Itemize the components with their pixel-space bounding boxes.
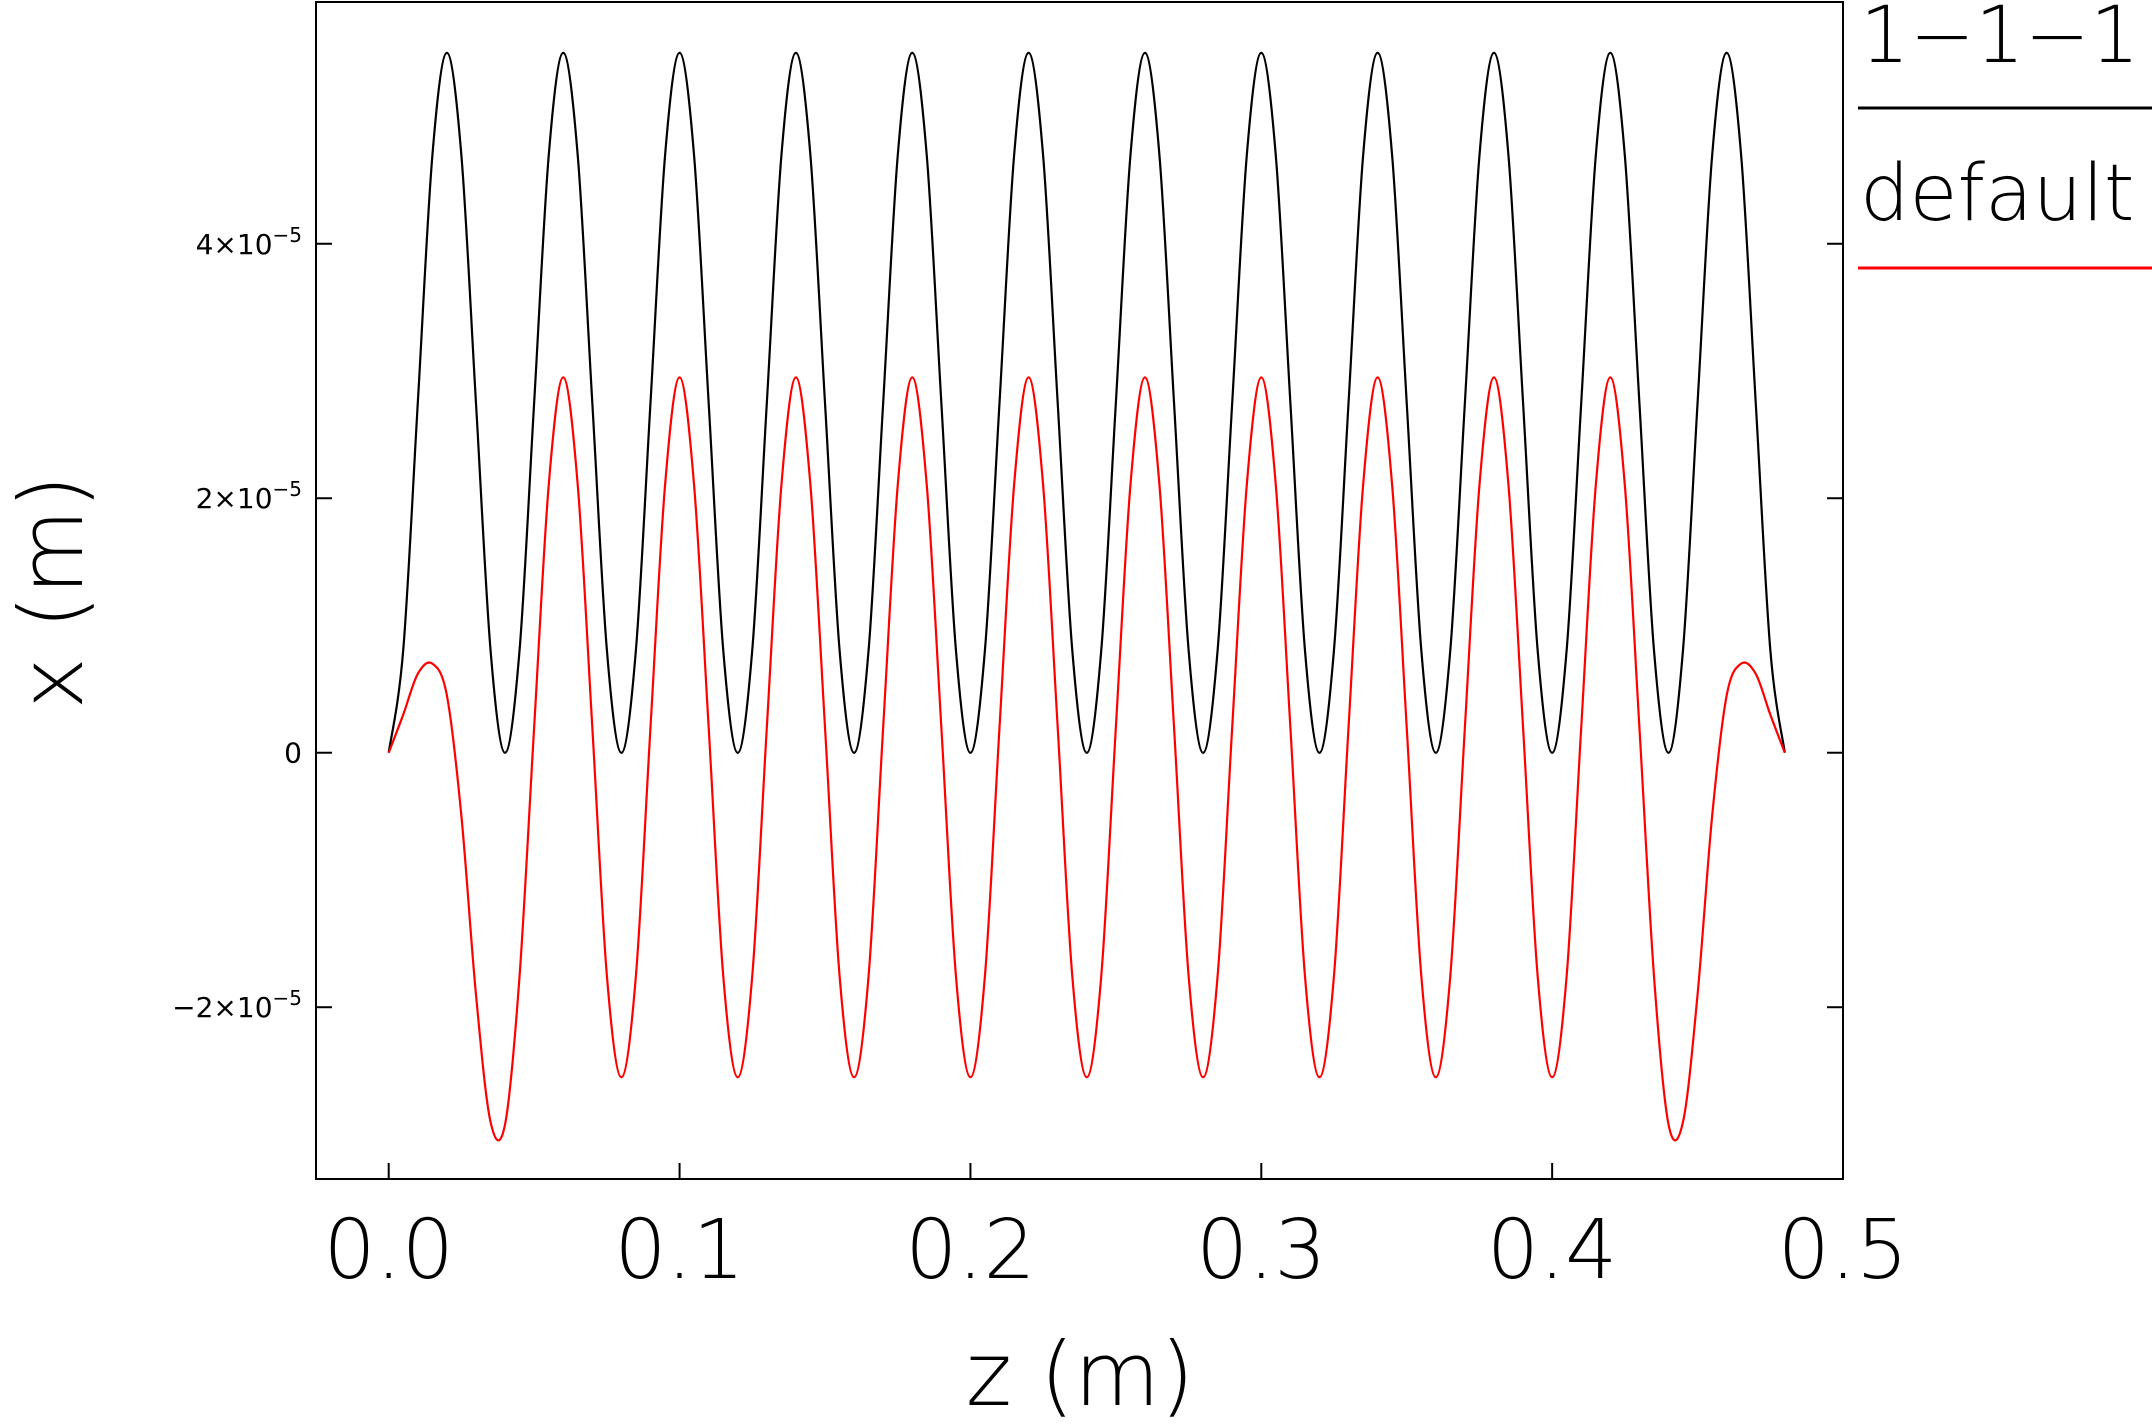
x-tick-label: 0.3: [1196, 1203, 1326, 1298]
y-tick-label: −2×10−5: [172, 986, 302, 1024]
x-tick-label: 0.4: [1487, 1203, 1617, 1298]
y-tick-label: 2×10−5: [196, 477, 302, 515]
x-tick-label: 0.5: [1778, 1203, 1908, 1298]
legend-label-series-1: 1−1−1: [1860, 0, 2140, 81]
plot-frame: [315, 1, 1844, 1180]
y-axis-title: x (m): [0, 475, 103, 709]
x-tick-label: 0.0: [324, 1203, 454, 1298]
x-tick-label: 0.1: [614, 1203, 744, 1298]
x-tick-label: 0.2: [905, 1203, 1035, 1298]
legend: 1−1−1 default: [1858, 0, 2152, 270]
y-tick-label: 4×10−5: [196, 223, 302, 261]
series-layer: [387, 51, 1786, 1142]
y-axis-ticks: −2×10−5 0 2×10−5 4×10−5: [172, 223, 1843, 1024]
y-tick-label: 0: [284, 737, 302, 770]
legend-label-series-2: default: [1860, 149, 2134, 239]
series-line-1: [387, 51, 1786, 754]
x-axis-ticks: 0.0 0.1 0.2 0.3 0.4 0.5: [324, 1163, 1908, 1298]
series-line-2: [387, 376, 1786, 1142]
x-axis-title: z (m): [966, 1323, 1195, 1424]
